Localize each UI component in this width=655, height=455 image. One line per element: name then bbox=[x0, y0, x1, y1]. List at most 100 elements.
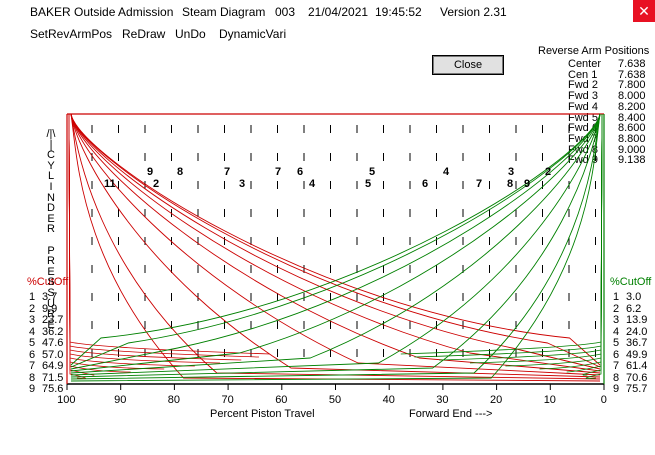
y-axis-char: S bbox=[47, 276, 55, 289]
curve-label-bottom: 8 bbox=[507, 178, 514, 190]
y-axis-char: Y bbox=[47, 159, 55, 172]
cutoff-row: 5 bbox=[29, 337, 36, 349]
curve-label-bottom: 11 bbox=[104, 178, 116, 190]
close-button[interactable]: Close bbox=[432, 55, 504, 75]
cutoff-row: 3 bbox=[613, 314, 620, 326]
reverse-arm-value: 8.400 bbox=[618, 111, 646, 124]
reverse-arm-value: 7.800 bbox=[618, 79, 646, 92]
green-return-curve bbox=[539, 113, 603, 370]
cutoff-row: 1 bbox=[29, 291, 36, 303]
cutoff-row: 3 bbox=[29, 314, 36, 326]
y-axis-char: | bbox=[49, 138, 53, 151]
y-axis-char: L bbox=[47, 170, 55, 183]
green-expansion-curve bbox=[70, 113, 601, 376]
red-expansion-curve bbox=[70, 113, 601, 376]
cutoff-value: 71.5 bbox=[42, 371, 64, 384]
y-axis-char: R bbox=[47, 223, 55, 236]
cutoff-value: 75.6 bbox=[42, 383, 64, 395]
x-tick-label: 70 bbox=[221, 394, 234, 406]
menu-dynamicvari[interactable]: DynamicVari bbox=[219, 27, 287, 41]
green-expansion-curve bbox=[70, 113, 601, 378]
green-expansion-curve bbox=[70, 113, 601, 380]
y-axis-char: P bbox=[47, 244, 55, 257]
version-label: Version 2.31 bbox=[440, 5, 507, 19]
cutoff-row: 2 bbox=[613, 302, 620, 315]
green-expansion-curve bbox=[70, 113, 601, 370]
x-tick-label: 10 bbox=[543, 394, 556, 406]
reverse-arm-label: Fwd 3 bbox=[568, 90, 598, 103]
cutoff-row: 9 bbox=[613, 383, 620, 395]
cutoff-value: 3.7 bbox=[42, 291, 58, 303]
x-tick-label: 80 bbox=[167, 394, 181, 406]
green-return-curve bbox=[414, 113, 603, 358]
curve-label-top: 7 bbox=[224, 166, 231, 178]
y-axis-char: R bbox=[47, 255, 55, 268]
y-axis-char: E bbox=[47, 265, 55, 278]
red-expansion-curve bbox=[70, 113, 601, 374]
red-expansion-curve bbox=[70, 113, 601, 366]
menu-redraw[interactable]: ReDraw bbox=[122, 27, 166, 41]
cutoff-value: 23.7 bbox=[42, 314, 64, 326]
curve-label-bottom: 9 bbox=[524, 178, 531, 190]
reverse-arm-value: 8.000 bbox=[618, 90, 646, 103]
cutoff-row: 2 bbox=[29, 302, 36, 315]
red-return-curve bbox=[68, 113, 195, 367]
cutoff-value: 24.0 bbox=[626, 325, 648, 338]
y-axis-char: /|\ bbox=[46, 128, 56, 140]
cutoff-row: 5 bbox=[613, 337, 620, 349]
reverse-arm-value: 7.638 bbox=[618, 58, 646, 70]
window-close-icon[interactable]: ✕ bbox=[633, 0, 655, 22]
x-tick-label: 90 bbox=[114, 394, 127, 406]
cutoff-value: 64.9 bbox=[42, 360, 64, 372]
time-label: 19:45:52 bbox=[375, 5, 422, 19]
cutoff-value: 75.7 bbox=[626, 383, 648, 395]
x-axis-forward-label: Forward End ---> bbox=[409, 408, 493, 420]
green-return-curve bbox=[585, 113, 603, 379]
title-bar: BAKER Outside Admission Steam Diagram 00… bbox=[0, 0, 655, 24]
y-axis-char: S bbox=[47, 287, 55, 299]
cutoff-value: 36.7 bbox=[626, 337, 648, 349]
y-axis-char: R bbox=[47, 308, 55, 321]
x-tick-label: 60 bbox=[275, 394, 288, 406]
cutoff-row: 7 bbox=[29, 360, 36, 372]
red-return-curve bbox=[68, 113, 131, 373]
green-return-curve bbox=[470, 113, 603, 364]
cutoff-value: 47.6 bbox=[42, 337, 64, 349]
x-axis-label: Percent Piston Travel bbox=[210, 408, 315, 420]
cutoff-value: 9.9 bbox=[42, 302, 58, 315]
left-cutoff-title: %CutOff bbox=[27, 276, 69, 288]
curve-label-top: 2 bbox=[545, 166, 552, 178]
menu-undo[interactable]: UnDo bbox=[175, 27, 206, 41]
red-expansion-curve bbox=[70, 113, 601, 372]
green-expansion-curve bbox=[70, 113, 601, 368]
diagram-id: 003 bbox=[275, 5, 296, 19]
reverse-arm-title: Reverse Arm Positions bbox=[538, 45, 650, 57]
red-return-curve bbox=[68, 113, 165, 370]
curve-label-top: 7 bbox=[275, 166, 282, 178]
cutoff-row: 9 bbox=[29, 383, 36, 395]
cutoff-value: 61.4 bbox=[626, 360, 648, 372]
y-axis-char: C bbox=[47, 149, 55, 162]
date-label: 21/04/2021 bbox=[308, 5, 369, 19]
cutoff-row: 1 bbox=[613, 291, 620, 303]
diagram-title: Steam Diagram bbox=[182, 5, 266, 19]
reverse-arm-label: Cen 1 bbox=[568, 68, 598, 81]
y-axis-char: U bbox=[47, 297, 55, 310]
cutoff-row: 4 bbox=[29, 325, 36, 338]
y-axis-char: N bbox=[47, 191, 55, 204]
curve-label-bottom: 4 bbox=[309, 178, 316, 190]
reverse-arm-value: 7.638 bbox=[618, 68, 646, 81]
reverse-arm-value: 9.000 bbox=[618, 143, 646, 156]
cutoff-value: 3.0 bbox=[626, 291, 642, 303]
cutoff-value: 13.9 bbox=[626, 314, 648, 326]
x-tick-label: 50 bbox=[328, 394, 342, 406]
cutoff-value: 49.9 bbox=[626, 348, 648, 361]
menu-setrevarmpos[interactable]: SetRevArmPos bbox=[30, 27, 113, 41]
reverse-arm-value: 8.600 bbox=[618, 122, 646, 135]
curve-label-bottom: 3 bbox=[239, 178, 246, 190]
cutoff-value: 70.6 bbox=[626, 371, 648, 384]
curve-label-top: 5 bbox=[369, 166, 376, 178]
x-tick-label: 40 bbox=[382, 394, 395, 406]
right-cutoff-title: %CutOff bbox=[610, 276, 652, 288]
